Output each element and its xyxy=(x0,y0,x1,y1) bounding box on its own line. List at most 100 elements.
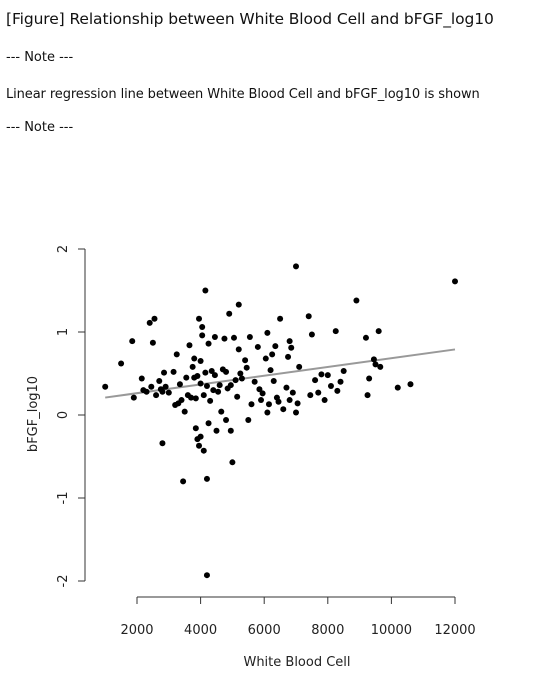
data-point xyxy=(270,377,277,384)
data-point xyxy=(200,392,207,399)
data-point xyxy=(205,340,212,347)
data-point xyxy=(372,361,379,368)
x-tick-label: 2000 xyxy=(120,623,153,638)
data-point xyxy=(321,397,328,404)
data-point xyxy=(337,378,344,385)
data-point xyxy=(188,394,195,401)
data-point xyxy=(180,478,187,485)
data-point xyxy=(275,398,282,405)
data-point xyxy=(258,397,265,404)
data-point xyxy=(203,382,210,389)
data-point xyxy=(151,315,158,322)
data-point xyxy=(191,355,198,362)
data-points xyxy=(102,263,458,579)
y-tick-label: -1 xyxy=(56,492,71,505)
data-point xyxy=(192,395,199,402)
data-point xyxy=(296,363,303,370)
data-point xyxy=(340,368,347,375)
data-point xyxy=(264,409,271,416)
data-point xyxy=(159,440,166,447)
data-point xyxy=(196,315,203,322)
data-point xyxy=(277,315,284,322)
data-point xyxy=(186,342,193,349)
data-point xyxy=(229,459,236,466)
data-point xyxy=(216,382,223,389)
data-point xyxy=(265,401,272,408)
data-point xyxy=(149,339,156,346)
x-tick-label: 12000 xyxy=(434,623,475,638)
data-point xyxy=(289,389,296,396)
data-point xyxy=(232,377,239,384)
data-point xyxy=(288,344,295,351)
y-axis-label: bFGF_log10 xyxy=(26,376,41,452)
data-point xyxy=(218,408,225,415)
data-point xyxy=(377,363,384,370)
data-point xyxy=(130,394,137,401)
data-point xyxy=(283,384,290,391)
data-point xyxy=(162,383,169,390)
data-point xyxy=(262,355,269,362)
data-point xyxy=(129,338,136,345)
data-point xyxy=(242,357,249,364)
data-point xyxy=(238,375,245,382)
data-point xyxy=(264,329,271,336)
data-point xyxy=(256,386,263,393)
data-point xyxy=(245,416,252,423)
data-point xyxy=(251,378,258,385)
data-point xyxy=(394,384,401,391)
data-point xyxy=(312,377,319,384)
data-point xyxy=(452,278,458,285)
data-point xyxy=(118,360,125,367)
data-point xyxy=(318,371,325,378)
data-point xyxy=(230,334,237,341)
data-point xyxy=(227,427,234,434)
data-point xyxy=(259,390,266,397)
data-point xyxy=(200,447,207,454)
data-point xyxy=(366,375,373,382)
data-point xyxy=(243,364,250,371)
y-tick-label: 1 xyxy=(56,328,71,336)
data-point xyxy=(156,377,163,384)
data-point xyxy=(294,400,301,407)
data-point xyxy=(197,358,204,365)
data-point xyxy=(211,333,218,340)
data-point xyxy=(285,353,292,360)
data-point xyxy=(254,343,261,350)
data-point xyxy=(210,387,217,394)
figure-title: [Figure] Relationship between White Bloo… xyxy=(6,10,494,28)
data-point xyxy=(178,397,185,404)
data-point xyxy=(332,328,339,335)
data-point xyxy=(146,319,153,326)
data-point xyxy=(203,572,210,579)
note-text: Linear regression line between White Blo… xyxy=(6,87,480,102)
data-point xyxy=(308,331,315,338)
regression-line-group xyxy=(105,348,456,399)
data-point xyxy=(248,401,255,408)
note-close-marker: --- Note --- xyxy=(6,120,74,135)
data-point xyxy=(173,351,180,358)
data-point xyxy=(159,388,166,395)
data-point xyxy=(407,381,414,388)
data-point xyxy=(199,332,206,339)
y-tick-label: 0 xyxy=(56,411,71,419)
data-point xyxy=(205,420,212,427)
data-point xyxy=(362,334,369,341)
data-point xyxy=(375,328,382,335)
data-point xyxy=(196,442,203,449)
data-point xyxy=(305,313,312,320)
data-point xyxy=(161,369,168,376)
data-point xyxy=(138,375,145,382)
data-point xyxy=(226,310,233,317)
data-point xyxy=(192,425,199,432)
data-point xyxy=(327,382,334,389)
data-point xyxy=(183,374,190,381)
data-point xyxy=(208,368,215,375)
axes: 2000 4000 6000 8000 10000 12000 -2 -1 0 1 2 xyxy=(56,245,476,638)
data-point xyxy=(286,397,293,404)
data-point xyxy=(364,392,371,399)
data-point xyxy=(272,343,279,350)
data-point xyxy=(148,383,155,390)
data-point xyxy=(165,389,172,396)
note-open-marker: --- Note --- xyxy=(6,50,74,65)
